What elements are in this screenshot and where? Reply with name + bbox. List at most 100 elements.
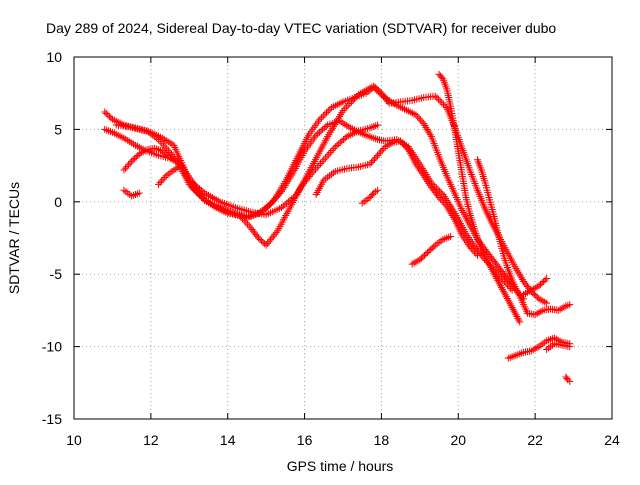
data-point bbox=[172, 156, 180, 164]
data-point bbox=[368, 191, 376, 199]
data-point bbox=[129, 156, 137, 164]
data-point bbox=[156, 179, 164, 187]
data-point bbox=[268, 234, 276, 242]
data-point bbox=[281, 201, 289, 209]
data-point bbox=[369, 157, 377, 165]
data-point bbox=[326, 105, 334, 113]
data-point bbox=[400, 140, 408, 148]
data-point bbox=[320, 156, 328, 164]
series-track-m bbox=[504, 334, 574, 362]
data-point bbox=[341, 105, 349, 113]
data-point bbox=[543, 299, 551, 307]
data-point bbox=[418, 118, 426, 126]
y-tick-label: -5 bbox=[50, 266, 63, 282]
data-point bbox=[262, 205, 270, 213]
data-point bbox=[509, 305, 517, 313]
data-point bbox=[513, 313, 521, 321]
data-point bbox=[264, 239, 272, 247]
data-point bbox=[488, 265, 496, 273]
data-point bbox=[242, 218, 250, 226]
data-point bbox=[419, 253, 427, 261]
data-point bbox=[321, 110, 329, 118]
data-point bbox=[374, 186, 382, 194]
data-point bbox=[367, 158, 375, 166]
data-point bbox=[436, 97, 444, 105]
data-point bbox=[105, 112, 113, 120]
data-point bbox=[272, 229, 280, 237]
data-point bbox=[512, 285, 520, 293]
chart-title: Day 289 of 2024, Sidereal Day-to-day VTE… bbox=[46, 20, 556, 36]
data-point bbox=[441, 200, 449, 208]
data-point bbox=[324, 107, 332, 115]
data-point bbox=[438, 197, 446, 205]
series-track-j bbox=[435, 70, 524, 326]
y-tick-label: 5 bbox=[54, 121, 62, 137]
data-point bbox=[487, 264, 495, 272]
series-track-g bbox=[312, 137, 481, 259]
data-point bbox=[104, 111, 112, 119]
data-point bbox=[319, 112, 327, 120]
data-point bbox=[499, 287, 507, 295]
data-point bbox=[322, 123, 330, 131]
x-tick-label: 12 bbox=[143, 432, 159, 448]
data-point bbox=[307, 171, 315, 179]
x-tick-label: 18 bbox=[374, 432, 390, 448]
data-point bbox=[493, 275, 501, 283]
data-point bbox=[271, 230, 279, 238]
data-point bbox=[425, 247, 433, 255]
y-tick-label: 10 bbox=[46, 49, 62, 65]
data-point bbox=[416, 256, 424, 264]
data-point bbox=[132, 153, 140, 161]
data-point bbox=[417, 116, 425, 124]
y-tick-label: 0 bbox=[54, 194, 62, 210]
series-track-d bbox=[155, 121, 382, 249]
data-point bbox=[500, 289, 508, 297]
x-axis-label: GPS time / hours bbox=[287, 458, 394, 474]
data-point bbox=[494, 276, 502, 284]
data-point bbox=[384, 98, 392, 106]
data-point bbox=[336, 138, 344, 146]
data-point bbox=[435, 95, 443, 103]
data-point bbox=[298, 182, 306, 190]
data-point bbox=[508, 304, 516, 312]
data-point bbox=[338, 137, 346, 145]
data-point bbox=[318, 158, 326, 166]
data-point bbox=[470, 248, 478, 256]
data-point bbox=[121, 164, 129, 172]
data-point bbox=[131, 191, 139, 199]
data-point bbox=[511, 309, 519, 317]
data-point bbox=[159, 175, 167, 183]
data-point bbox=[492, 273, 500, 281]
data-points bbox=[101, 70, 574, 385]
y-tick-label: -10 bbox=[42, 339, 62, 355]
series-track-n bbox=[543, 340, 574, 353]
data-point bbox=[317, 127, 325, 135]
data-point bbox=[266, 236, 274, 244]
y-axis-label: SDTVAR / TECUs bbox=[6, 182, 22, 294]
series-track-i bbox=[408, 233, 455, 268]
data-point bbox=[566, 377, 574, 385]
data-point bbox=[414, 113, 422, 121]
data-point bbox=[370, 123, 378, 131]
data-point bbox=[319, 125, 327, 133]
data-point bbox=[370, 82, 378, 90]
data-point bbox=[469, 246, 477, 254]
data-point bbox=[374, 121, 382, 129]
data-point bbox=[439, 100, 447, 108]
series-track-o bbox=[562, 373, 574, 385]
data-point bbox=[366, 160, 374, 168]
data-point bbox=[301, 178, 309, 186]
data-point bbox=[375, 150, 383, 158]
data-point bbox=[538, 279, 546, 287]
data-point bbox=[498, 285, 506, 293]
data-point bbox=[430, 243, 438, 251]
data-point bbox=[279, 202, 287, 210]
data-point bbox=[417, 254, 425, 262]
data-point bbox=[312, 131, 320, 139]
data-point bbox=[435, 193, 443, 201]
data-point bbox=[490, 269, 498, 277]
data-point bbox=[373, 85, 381, 93]
series-track-f bbox=[120, 186, 143, 200]
data-point bbox=[302, 176, 310, 184]
data-point bbox=[535, 282, 543, 290]
